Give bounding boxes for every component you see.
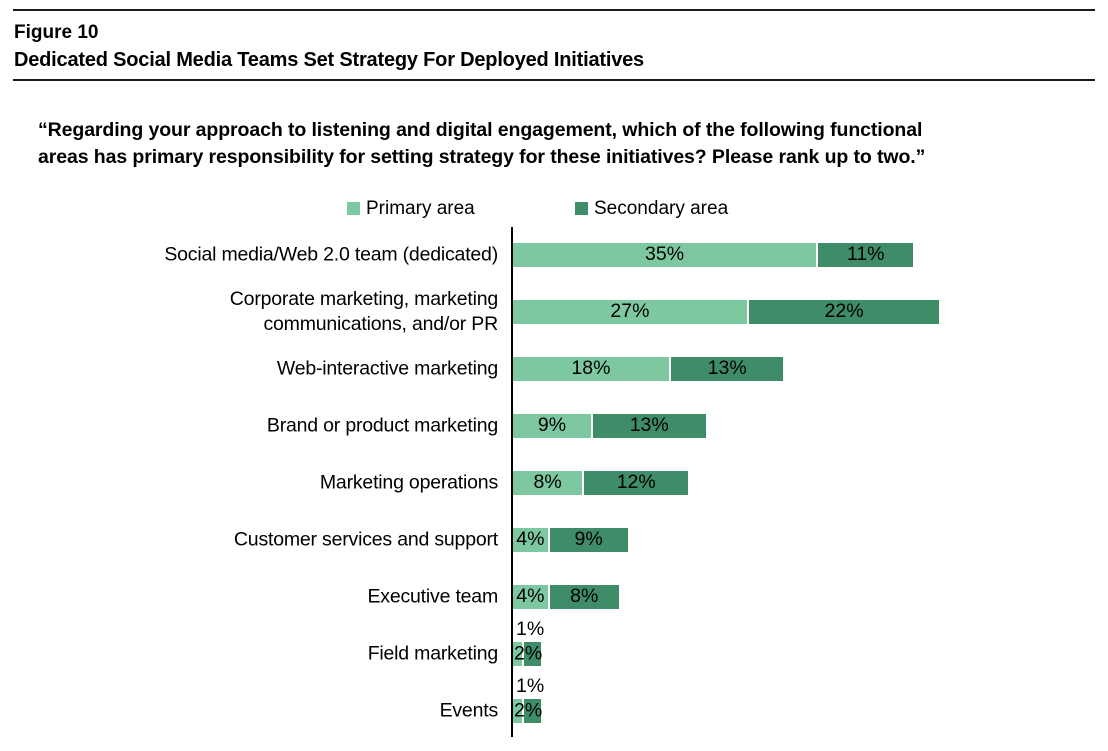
secondary-value-label: 2% xyxy=(514,642,543,665)
primary-value-label: 35% xyxy=(645,243,685,266)
primary-legend-swatch xyxy=(347,201,360,215)
bar-group: 18% 13% xyxy=(513,357,784,381)
secondary-bar-segment: 8% xyxy=(549,585,619,609)
primary-value-label: 4% xyxy=(516,528,545,551)
secondary-bar-segment: 9% xyxy=(549,528,628,552)
bar-group: 1% 2% xyxy=(513,676,544,723)
survey-question: “Regarding your approach to listening an… xyxy=(38,117,1078,171)
primary-bar-segment: 4% xyxy=(513,528,548,552)
secondary-bar-segment: 12% xyxy=(584,471,689,495)
bar-group: 27% 22% xyxy=(513,300,940,324)
secondary-bar-segment: 2% xyxy=(514,699,542,723)
bar-group: 4% 9% xyxy=(513,528,628,552)
bar-group: 35% 11% xyxy=(513,243,914,267)
bar-row-customer-services: Customer services and support 4% 9% xyxy=(0,528,1108,552)
top-rule xyxy=(13,9,1095,11)
bar-row-corporate-marketing: Corporate marketing, marketing communica… xyxy=(0,288,1108,335)
legend-item-secondary: Secondary area xyxy=(575,198,728,220)
category-label: Field marketing xyxy=(367,642,499,665)
primary-bar-segment: 1% xyxy=(513,619,544,666)
secondary-value-label: 8% xyxy=(570,585,599,608)
primary-value-label: 9% xyxy=(537,414,567,437)
title-divider-rule xyxy=(13,79,1095,81)
primary-value-label: 18% xyxy=(571,357,611,380)
primary-value-label: 4% xyxy=(516,585,545,608)
bar-group: 8% 12% xyxy=(513,471,689,495)
secondary-bar-segment: 11% xyxy=(818,243,914,267)
bar-row-web-interactive-marketing: Web-interactive marketing 18% 13% xyxy=(0,357,1108,381)
bar-group: 4% 8% xyxy=(513,585,619,609)
secondary-bar-segment: 13% xyxy=(592,414,706,438)
category-label: Executive team xyxy=(367,585,498,608)
legend-item-primary: Primary area xyxy=(347,198,475,220)
secondary-bar-segment: 22% xyxy=(748,300,940,324)
bar-row-events: Events 1% 2% xyxy=(0,676,1108,723)
secondary-value-label: 9% xyxy=(574,528,603,551)
chart-legend: Primary area Secondary area xyxy=(0,198,1108,220)
secondary-value-label: 13% xyxy=(707,357,747,380)
bar-row-brand-product-marketing: Brand or product marketing 9% 13% xyxy=(0,414,1108,438)
bar-row-social-media-team: Social media/Web 2.0 team (dedicated) 35… xyxy=(0,243,1108,267)
figure-title: Dedicated Social Media Teams Set Strateg… xyxy=(14,49,644,71)
bar-row-marketing-operations: Marketing operations 8% 12% xyxy=(0,471,1108,495)
bar-group: 1% 2% xyxy=(513,619,544,666)
primary-value-label: 8% xyxy=(533,471,562,494)
secondary-bar-segment: 2% xyxy=(514,642,542,666)
primary-bar-segment: 1% xyxy=(513,676,544,723)
primary-bar-segment: 18% xyxy=(513,357,669,381)
secondary-bar-segment: 13% xyxy=(670,357,784,381)
secondary-value-label: 11% xyxy=(846,243,885,266)
category-label: Customer services and support xyxy=(233,528,498,551)
bar-row-field-marketing: Field marketing 1% 2% xyxy=(0,619,1108,666)
vertical-axis-line xyxy=(511,227,513,737)
secondary-value-label: 2% xyxy=(514,699,543,722)
figure-label: Figure 10 xyxy=(14,22,99,43)
secondary-legend-swatch xyxy=(575,201,588,215)
survey-question-line-2: areas has primary responsibility for set… xyxy=(38,146,926,168)
category-label: Social media/Web 2.0 team (dedicated) xyxy=(164,243,498,266)
primary-value-label: 1% xyxy=(516,618,545,640)
survey-question-line-1: “Regarding your approach to listening an… xyxy=(38,119,923,141)
bar-row-executive-team: Executive team 4% 8% xyxy=(0,585,1108,609)
bar-group: 9% 13% xyxy=(513,414,706,438)
primary-bar-segment: 27% xyxy=(513,300,747,324)
primary-value-label: 27% xyxy=(610,300,650,323)
primary-bar-segment: 4% xyxy=(513,585,548,609)
category-label: Events xyxy=(439,699,499,722)
figure-page: { "header": { "figure_label": "Figure 10… xyxy=(0,9,1108,751)
secondary-value-label: 13% xyxy=(629,414,669,437)
category-label: Brand or product marketing xyxy=(266,414,498,437)
secondary-value-label: 22% xyxy=(824,300,864,323)
primary-bar-segment: 35% xyxy=(513,243,817,267)
category-label: Corporate marketing, marketing communica… xyxy=(229,288,498,335)
secondary-value-label: 12% xyxy=(616,471,656,494)
stacked-bar-chart: Social media/Web 2.0 team (dedicated) 35… xyxy=(0,227,1108,742)
category-label: Marketing operations xyxy=(319,471,498,494)
primary-legend-label: Primary area xyxy=(366,198,475,219)
category-label: Web-interactive marketing xyxy=(276,357,498,380)
primary-bar-segment: 9% xyxy=(513,414,591,438)
primary-bar-segment: 8% xyxy=(513,471,583,495)
primary-value-label: 1% xyxy=(516,675,545,697)
secondary-legend-label: Secondary area xyxy=(594,198,729,219)
